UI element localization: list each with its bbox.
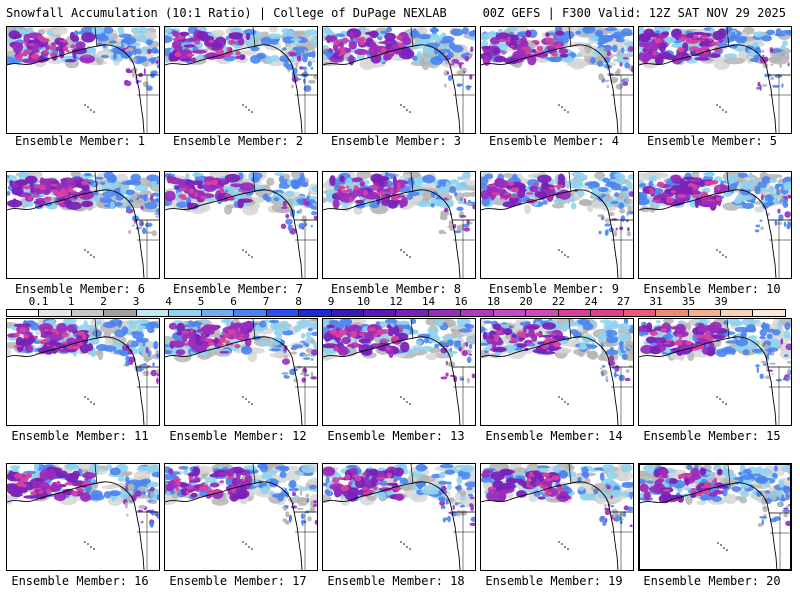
colorbar-swatch: [526, 310, 559, 316]
colorbar-swatch: [331, 310, 364, 316]
colorbar-swatch: [720, 310, 754, 316]
colorbar-tick-label: 9: [327, 295, 335, 308]
member-caption: Ensemble Member: 7: [172, 282, 304, 296]
colorbar-tick-label: 1: [67, 295, 75, 308]
colorbar-swatch: [688, 310, 721, 316]
colorbar-tick-label: 5: [197, 295, 205, 308]
snowfall-colorbar: [6, 309, 786, 317]
member-caption: Ensemble Member: 3: [330, 134, 462, 148]
colorbar-tick-label: 20: [519, 295, 533, 308]
colorbar-swatch: [266, 310, 300, 316]
member-caption: Ensemble Member: 16: [11, 574, 149, 588]
map-panel-member-13: [322, 318, 476, 426]
member-caption: Ensemble Member: 19: [485, 574, 623, 588]
colorbar-tick-label: 35: [681, 295, 696, 308]
member-caption: Ensemble Member: 20: [643, 574, 781, 588]
colorbar-tick-label: 24: [584, 295, 598, 308]
colorbar-swatch: [104, 310, 137, 316]
colorbar-swatch: [136, 310, 170, 316]
colorbar-labels: 0.1 1 2 3 4 5 6 7 8 9 10 12 14 16 18 20 22 24 27 31 35 39: [6, 296, 786, 309]
colorbar-swatch: [591, 310, 624, 316]
title-left: Snowfall Accumulation (10:1 Ratio) | Col…: [6, 6, 447, 20]
colorbar-tick-label: 10: [356, 295, 371, 308]
colorbar-swatch: [428, 310, 462, 316]
title-right: 00Z GEFS | F300 Valid: 12Z SAT NOV 29 20…: [482, 6, 786, 20]
map-panel-member-6: [6, 171, 160, 279]
map-panel-member-7: [164, 171, 318, 279]
colorbar-tick-label: 22: [551, 295, 566, 308]
colorbar-swatch: [558, 310, 592, 316]
colorbar-swatch: [299, 310, 332, 316]
colorbar-swatch: [363, 310, 397, 316]
map-panel-member-20: [638, 463, 792, 571]
map-panel-member-19: [480, 463, 634, 571]
colorbar-tick-label: 18: [486, 295, 501, 308]
colorbar-tick-label: 8: [295, 295, 302, 308]
colorbar-swatch: [623, 310, 657, 316]
member-caption: Ensemble Member: 17: [169, 574, 307, 588]
colorbar-swatch: [396, 310, 429, 316]
map-panel-member-12: [164, 318, 318, 426]
map-panel-member-5: [638, 26, 792, 134]
colorbar-tick-label: 12: [389, 295, 403, 308]
map-panel-member-10: [638, 171, 792, 279]
map-panel-member-9: [480, 171, 634, 279]
colorbar-tick-label: 4: [165, 295, 172, 308]
colorbar-tick-label: 6: [230, 295, 237, 308]
colorbar-tick-label: 39: [714, 295, 728, 308]
map-panel-member-17: [164, 463, 318, 571]
member-caption: Ensemble Member: 15: [643, 429, 781, 443]
member-caption: Ensemble Member: 5: [646, 134, 778, 148]
member-caption: Ensemble Member: 12: [169, 429, 307, 443]
colorbar-swatch: [461, 310, 494, 316]
member-caption: Ensemble Member: 13: [327, 429, 465, 443]
colorbar-swatch: [7, 310, 40, 316]
map-panel-member-1: [6, 26, 160, 134]
member-caption: Ensemble Member: 8: [330, 282, 462, 296]
colorbar-swatch: [493, 310, 527, 316]
map-panel-member-15: [638, 318, 792, 426]
map-panel-member-3: [322, 26, 476, 134]
member-caption: Ensemble Member: 1: [14, 134, 146, 148]
colorbar-tick-label: 31: [649, 295, 663, 308]
colorbar-tick-label: 7: [262, 295, 270, 308]
member-caption: Ensemble Member: 4: [488, 134, 620, 148]
colorbar-swatch: [71, 310, 105, 316]
colorbar-tick-label: 0.1: [28, 295, 49, 308]
member-caption: Ensemble Member: 9: [488, 282, 620, 296]
colorbar-tick-label: 16: [454, 295, 468, 308]
member-caption: Ensemble Member: 2: [172, 134, 304, 148]
map-panel-member-16: [6, 463, 160, 571]
member-caption: Ensemble Member: 11: [11, 429, 149, 443]
colorbar-tick-label: 27: [616, 295, 631, 308]
map-panel-member-14: [480, 318, 634, 426]
member-caption: Ensemble Member: 10: [643, 282, 781, 296]
colorbar-swatch: [39, 310, 72, 316]
map-panel-member-4: [480, 26, 634, 134]
colorbar-swatch: [201, 310, 235, 316]
map-panel-member-18: [322, 463, 476, 571]
colorbar-swatch: [234, 310, 267, 316]
member-caption: Ensemble Member: 14: [485, 429, 623, 443]
map-panel-member-11: [6, 318, 160, 426]
colorbar-swatch: [169, 310, 202, 316]
colorbar-tick-label: 2: [100, 295, 107, 308]
colorbar-swatch: [753, 310, 785, 316]
colorbar-tick-label: 14: [421, 295, 436, 308]
colorbar-tick-label: 3: [132, 295, 140, 308]
member-caption: Ensemble Member: 18: [327, 574, 465, 588]
member-caption: Ensemble Member: 6: [14, 282, 146, 296]
map-panel-member-2: [164, 26, 318, 134]
map-panel-member-8: [322, 171, 476, 279]
colorbar-swatch: [656, 310, 689, 316]
